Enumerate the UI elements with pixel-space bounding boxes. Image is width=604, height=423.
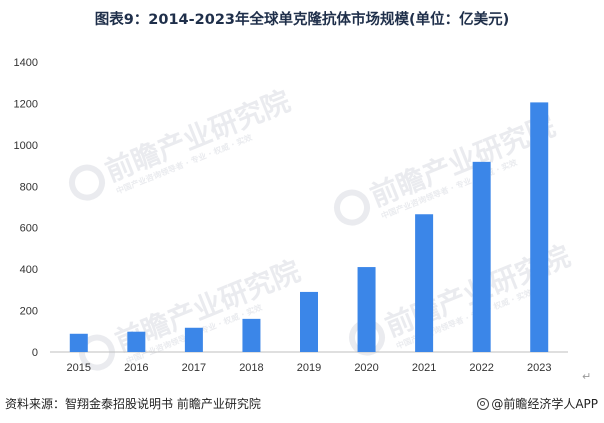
y-tick-label: 0 xyxy=(32,347,38,359)
y-tick-label: 800 xyxy=(20,181,38,193)
bar-2016 xyxy=(127,331,146,352)
brand-label: @前瞻经济学人APP xyxy=(491,397,598,411)
x-tick-label: 2023 xyxy=(527,362,551,374)
bar-2017 xyxy=(184,327,203,352)
bars xyxy=(69,102,549,353)
chart-title: 图表9：2014-2023年全球单克隆抗体市场规模(单位：亿美元) xyxy=(94,12,510,28)
x-tick-labels: 2015 2016 2017 2018 2019 2020 2021 2022 2023 xyxy=(67,362,552,374)
bar-2018 xyxy=(242,318,261,352)
y-tick-label: 200 xyxy=(20,306,38,318)
bar-2020 xyxy=(357,267,376,352)
y-tick-label: 1400 xyxy=(14,57,38,69)
watermark-logo-icon xyxy=(79,334,116,371)
x-tick-label: 2018 xyxy=(239,362,263,374)
x-tick-label: 2022 xyxy=(469,362,493,374)
bar-2023 xyxy=(530,102,549,353)
y-tick-labels: 0 200 400 600 800 1000 1200 1400 xyxy=(14,57,38,359)
y-tick-label: 1000 xyxy=(14,140,38,152)
brand-credit: @前瞻经济学人APP xyxy=(477,395,598,412)
bar-2021 xyxy=(415,214,434,352)
bar-2019 xyxy=(300,291,318,352)
brand-logo-icon xyxy=(477,398,490,410)
x-tick-label: 2019 xyxy=(297,362,321,374)
watermark-text: 前瞻产业研究院 xyxy=(101,84,295,188)
y-tick-label: 1200 xyxy=(14,98,38,110)
watermark-logo-icon xyxy=(334,189,371,226)
watermark-logo-icon xyxy=(69,164,106,201)
return-mark: ↵ xyxy=(582,370,592,383)
x-tick-label: 2017 xyxy=(182,362,206,374)
bar-2022 xyxy=(472,161,491,352)
x-tick-label: 2016 xyxy=(124,362,148,374)
x-tick-label: 2021 xyxy=(412,362,436,374)
source-note: 资料来源：智翔金泰招股说明书 前瞻产业研究院 xyxy=(5,397,261,411)
x-tick-label: 2015 xyxy=(67,362,91,374)
x-tick-label: 2020 xyxy=(354,362,378,374)
y-tick-label: 600 xyxy=(20,223,38,235)
y-tick-label: 400 xyxy=(20,264,38,276)
bar-2015 xyxy=(69,333,88,352)
